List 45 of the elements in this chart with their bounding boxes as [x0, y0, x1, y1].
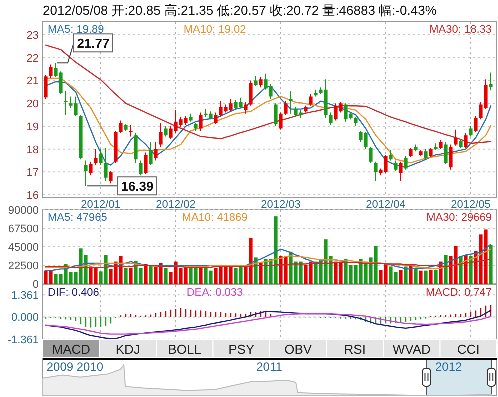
- y-tick-label: 19: [26, 121, 39, 134]
- x-tick-label: 2012/05: [451, 199, 491, 211]
- text: MA30: 29669: [426, 212, 492, 224]
- x-tick-label: 2009: [46, 360, 74, 374]
- chart-title: 2012/05/08 开:20.85 高:21.35 低:20.57 收:20.72 量:46883 幅:-0.43%: [43, 3, 438, 18]
- text: DEA: 0.033: [186, 287, 244, 299]
- category-label: OBV: [284, 342, 312, 357]
- y-tick-label: 0.000: [11, 312, 39, 324]
- x-tick-label: 2011: [256, 360, 283, 374]
- category-label: KDJ: [116, 342, 140, 357]
- annotation: 16.39: [121, 179, 154, 194]
- y-tick-label: 1.361: [11, 290, 39, 302]
- text: MA30: 18.33: [430, 24, 492, 36]
- y-tick-label: -1.361: [8, 334, 39, 346]
- text: MA5: 19.89: [48, 24, 104, 36]
- x-tick-label: 2012: [435, 360, 463, 374]
- category-label: CCI: [457, 342, 480, 357]
- y-tick-label: 22: [26, 52, 39, 65]
- text: MA10: 19.02: [184, 24, 246, 36]
- text: MA10: 41869: [182, 212, 248, 224]
- x-tick-label: 2012/03: [261, 199, 301, 211]
- y-tick-label: 17: [26, 167, 39, 180]
- category-label: PSY: [228, 342, 255, 357]
- x-tick-label: 2010: [76, 360, 104, 374]
- y-tick-label: 18: [26, 144, 39, 156]
- x-tick-label: 2012/01: [81, 199, 121, 211]
- series-label: MACD: 0.747: [426, 287, 492, 299]
- x-tick-label: 2012/02: [156, 199, 196, 211]
- y-tick-label: 90000: [8, 205, 39, 217]
- annotation: 21.77: [77, 36, 110, 52]
- y-tick-label: 21: [26, 76, 39, 88]
- y-tick-label: 0: [32, 279, 39, 291]
- text: DIF: 0.406: [48, 287, 100, 299]
- category-label: MACD: [52, 342, 91, 357]
- category-label: RSI: [344, 342, 366, 357]
- y-tick-label: 23: [26, 30, 39, 42]
- y-tick-label: 45000: [8, 242, 39, 254]
- category-label: BOLL: [168, 342, 202, 357]
- y-tick-label: 20: [26, 98, 39, 111]
- y-tick-label: 67500: [8, 224, 39, 236]
- x-tick-label: 2012/04: [366, 199, 406, 211]
- text: MA5: 47965: [48, 212, 108, 224]
- y-tick-label: 22500: [8, 260, 39, 272]
- y-tick-label: 16: [26, 190, 39, 202]
- category-label: WVAD: [392, 342, 431, 357]
